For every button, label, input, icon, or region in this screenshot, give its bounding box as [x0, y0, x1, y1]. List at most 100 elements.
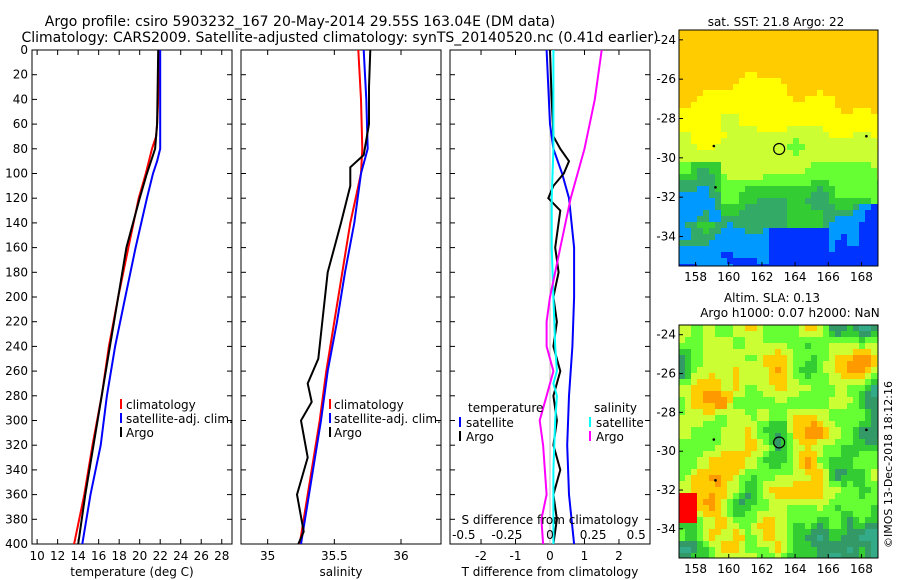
map-cell: [853, 84, 859, 90]
map-cell: [847, 264, 853, 266]
map-cell: [847, 481, 853, 487]
map-cell: [739, 36, 745, 42]
map-cell: [745, 361, 751, 367]
map-cell: [697, 505, 703, 511]
legend-title-salinity: salinity: [594, 401, 637, 415]
map-cell: [799, 132, 805, 138]
map-cell: [835, 252, 841, 258]
map-cell: [703, 481, 709, 487]
map-cell: [745, 451, 751, 457]
map-cell: [709, 222, 715, 228]
map-cell: [817, 415, 823, 421]
map-cell: [853, 204, 859, 210]
y-tick-label: -32: [656, 190, 676, 204]
x-tick-label: 20: [132, 549, 147, 563]
map-cell: [685, 30, 691, 36]
map-cell: [703, 60, 709, 66]
map-cell: [751, 463, 757, 469]
map-cell: [691, 84, 697, 90]
map-cell: [871, 349, 877, 355]
map-cell: [691, 373, 697, 379]
map-cell: [799, 361, 805, 367]
map-cell: [805, 264, 811, 266]
map-cell: [793, 547, 799, 553]
map-cell: [775, 186, 781, 192]
map-cell: [829, 240, 835, 246]
map-cell: [715, 132, 721, 138]
map-cell: [679, 30, 685, 36]
legend-label: Argo: [334, 426, 362, 440]
map-cell: [715, 481, 721, 487]
map-cell: [781, 427, 787, 433]
map-cell: [691, 457, 697, 463]
map-cell: [793, 84, 799, 90]
map-cell: [805, 349, 811, 355]
map-cell: [853, 114, 859, 120]
map-cell: [787, 108, 793, 114]
map-cell: [871, 72, 877, 78]
map-cell: [685, 48, 691, 54]
map-cell: [775, 246, 781, 252]
map-cell: [805, 325, 811, 331]
map-cell: [781, 216, 787, 222]
map-cell: [865, 439, 871, 445]
map-cell: [871, 222, 877, 228]
map-cell: [859, 156, 865, 162]
map-cell: [841, 204, 847, 210]
map-cell: [685, 90, 691, 96]
map-cell: [823, 535, 829, 541]
map-cell: [763, 168, 769, 174]
map-cell: [823, 463, 829, 469]
map-cell: [769, 331, 775, 337]
map-cell: [781, 246, 787, 252]
map-cell: [787, 156, 793, 162]
map-cell: [817, 90, 823, 96]
map-cell: [733, 216, 739, 222]
map-cell: [835, 96, 841, 102]
map-cell: [835, 517, 841, 523]
map-cell: [733, 415, 739, 421]
map-cell: [733, 355, 739, 361]
map-cell: [799, 499, 805, 505]
map-cell: [769, 144, 775, 150]
map-cell: [727, 325, 733, 331]
map-cell: [823, 349, 829, 355]
map-cell: [793, 355, 799, 361]
map-cell: [685, 168, 691, 174]
map-cell: [685, 84, 691, 90]
map-cell: [853, 30, 859, 36]
map-cell: [799, 36, 805, 42]
map-cell: [799, 210, 805, 216]
map-cell: [721, 535, 727, 541]
map-cell: [787, 361, 793, 367]
map-cell: [805, 511, 811, 517]
map-cell: [823, 421, 829, 427]
map-cell: [697, 487, 703, 493]
map-cell: [763, 367, 769, 373]
map-cell: [799, 337, 805, 343]
map-cell: [847, 331, 853, 337]
map-cell: [685, 228, 691, 234]
map-cell: [811, 325, 817, 331]
map-cell: [739, 475, 745, 481]
map-cell: [775, 331, 781, 337]
map-cell: [691, 415, 697, 421]
map-cell: [721, 463, 727, 469]
map-cell: [805, 114, 811, 120]
map-cell: [751, 36, 757, 42]
map-cell: [787, 385, 793, 391]
map-cell: [823, 96, 829, 102]
map-cell: [709, 403, 715, 409]
map-cell: [841, 168, 847, 174]
map-cell: [811, 264, 817, 266]
map-cell: [841, 427, 847, 433]
map-cell: [811, 379, 817, 385]
map-cell: [703, 427, 709, 433]
map-cell: [709, 78, 715, 84]
map-cell: [805, 367, 811, 373]
map-cell: [805, 499, 811, 505]
map-cell: [739, 138, 745, 144]
map-cell: [793, 367, 799, 373]
map-cell: [757, 475, 763, 481]
map-cell: [841, 499, 847, 505]
